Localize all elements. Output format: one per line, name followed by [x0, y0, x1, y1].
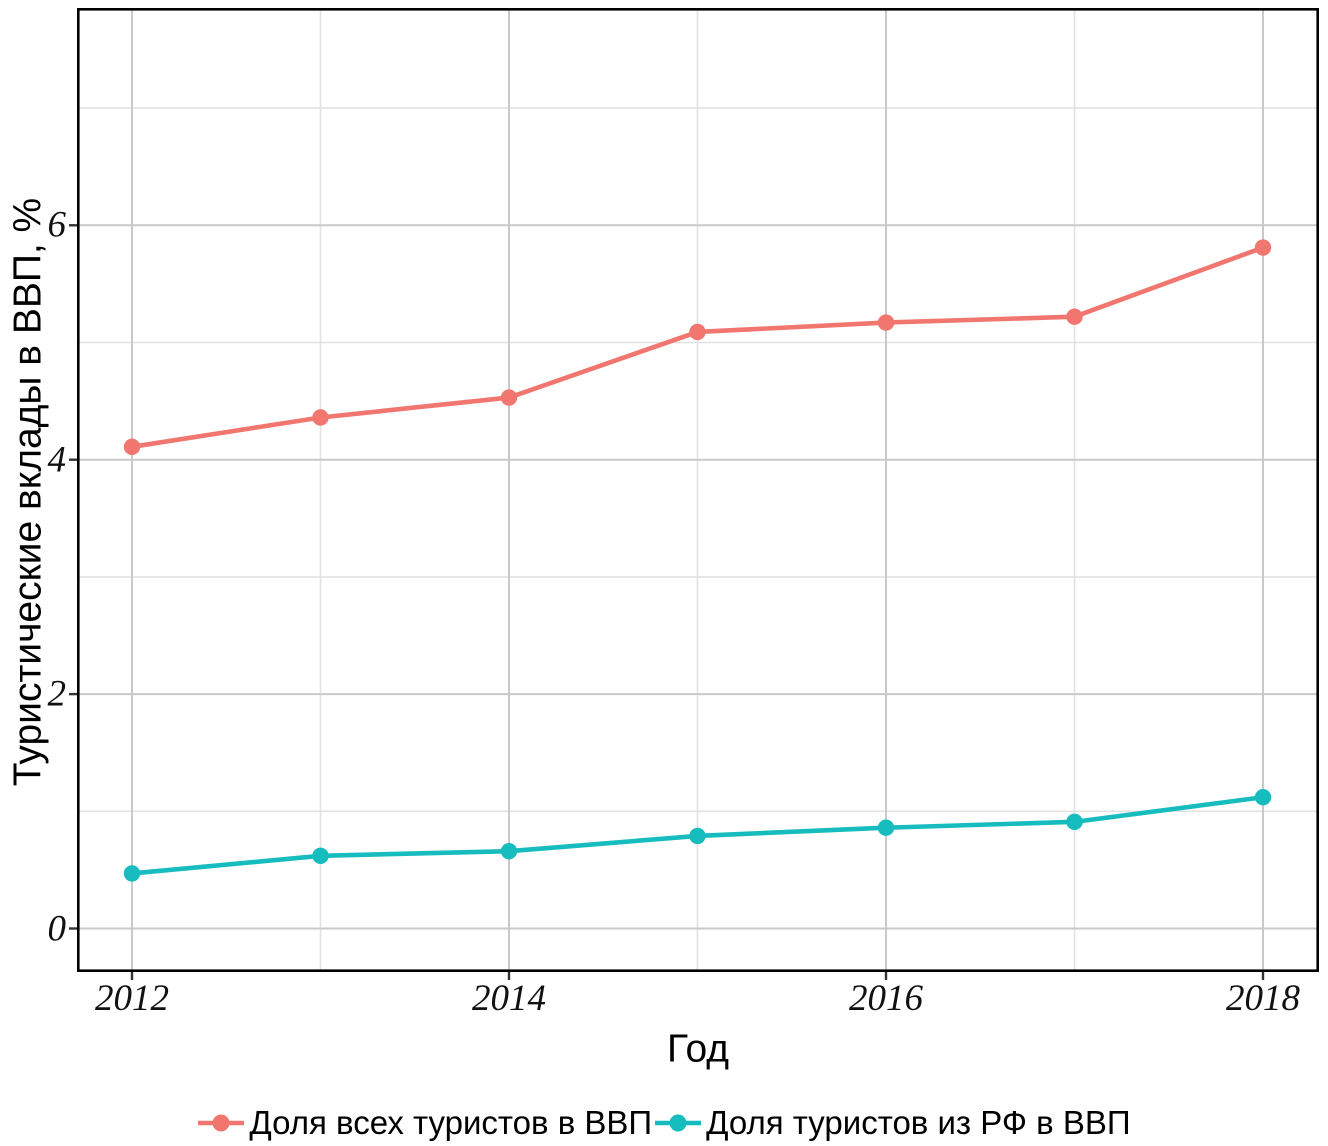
legend-item-all-tourists: Доля всех туристов в ВВП	[197, 1104, 652, 1142]
legend-key-line-dot-icon	[198, 1114, 245, 1132]
data-point	[1066, 308, 1083, 325]
legend: Доля всех туристов в ВВП Доля туристов и…	[0, 1100, 1328, 1146]
data-point	[500, 842, 518, 860]
data-point	[689, 827, 706, 845]
data-point	[312, 409, 329, 426]
x-axis-title: Год	[666, 1027, 730, 1071]
y-tick-label: 4	[47, 439, 67, 481]
data-point	[689, 323, 706, 341]
plot-area	[69, 7, 1320, 980]
data-point	[1254, 789, 1272, 806]
data-point	[1254, 239, 1272, 256]
x-tick-label: 2018	[1226, 978, 1300, 1019]
x-tick-label: 2016	[849, 978, 923, 1019]
legend-item-rf-tourists: Доля туристов из РФ в ВВП	[654, 1104, 1131, 1142]
data-point	[1066, 813, 1083, 831]
data-point	[123, 438, 141, 456]
y-tick-label: 0	[47, 908, 67, 949]
legend-label: Доля всех туристов в ВВП	[249, 1104, 653, 1141]
data-point	[877, 314, 895, 331]
data-point	[500, 389, 518, 406]
y-axis-title: Туристические вклады в ВВП, %	[6, 197, 50, 787]
x-tick-label: 2014	[472, 978, 546, 1019]
legend-key-line-dot-icon	[655, 1114, 702, 1132]
data-point	[123, 865, 141, 882]
y-tick-label: 2	[47, 673, 67, 715]
y-tick-label: 6	[47, 204, 67, 246]
legend-label: Доля туристов из РФ в ВВП	[706, 1104, 1131, 1141]
panel-border	[76, 7, 1320, 973]
data-point	[312, 847, 329, 865]
x-tick-label: 2012	[95, 978, 169, 1019]
data-point	[877, 819, 895, 836]
